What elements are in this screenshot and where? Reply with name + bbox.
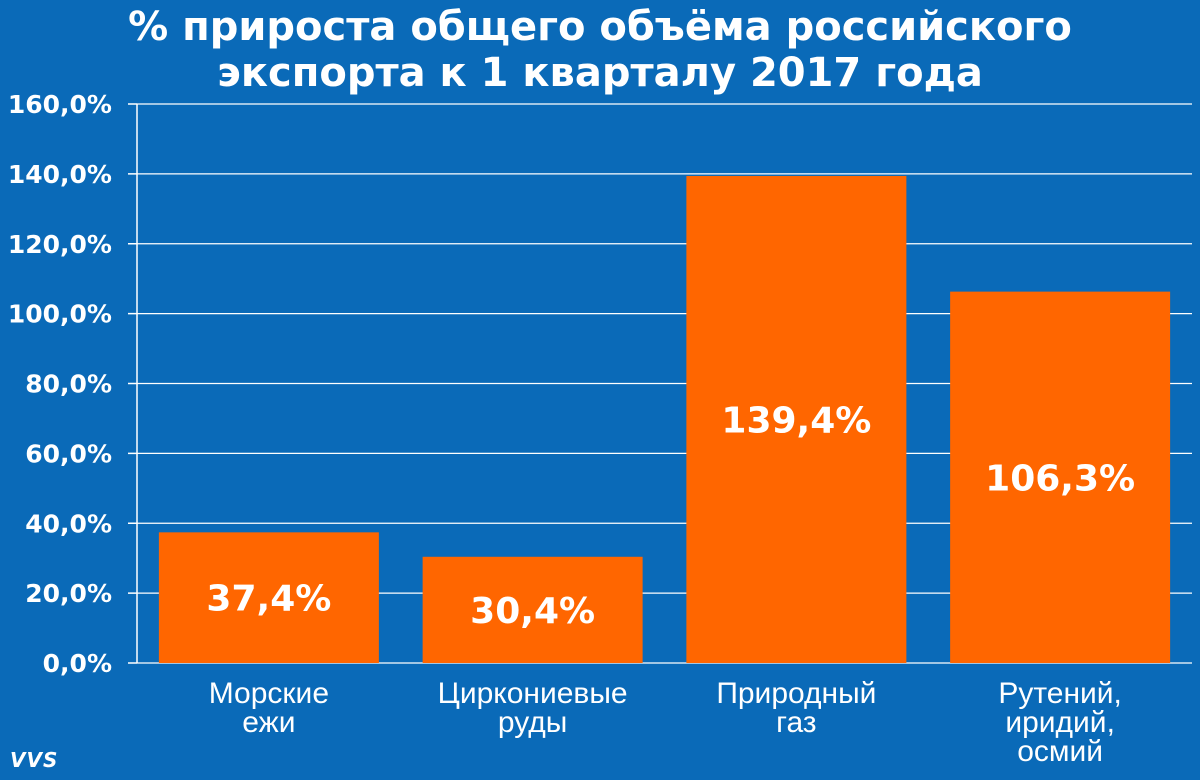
x-tick-label: ежи [242,706,295,739]
y-tick-label: 0,0% [43,649,112,678]
x-tick-label: Рутений, [998,677,1122,710]
y-tick-label: 80,0% [25,370,112,399]
x-tick-label: Природный [716,677,876,710]
x-tick-label: газ [776,706,816,739]
bar [686,175,907,663]
y-tick-label: 40,0% [25,509,112,538]
y-tick-label: 20,0% [25,579,112,608]
x-tick-label: руды [498,706,567,739]
x-tick-label: иридий, [1005,706,1115,739]
bar [158,532,379,663]
logo: VVS [10,748,59,772]
chart-title-line-2: экспорта к 1 кварталу 2017 года [217,50,983,96]
bar [950,291,1171,663]
data-label: 106,3% [985,458,1135,499]
y-tick-label: 140,0% [8,160,112,189]
chart-title: % прироста общего объёма российского экс… [0,4,1200,96]
bar [422,556,643,663]
data-label: 37,4% [206,579,331,620]
data-label: 30,4% [470,591,595,632]
chart-title-line-1: % прироста общего объёма российского [128,4,1072,50]
y-tick-label: 100,0% [8,300,112,329]
y-tick-label: 120,0% [8,230,112,259]
y-tick-label: 60,0% [25,439,112,468]
x-tick-label: Циркониевые [438,677,628,710]
data-label: 139,4% [721,400,871,441]
x-tick-label: Морские [209,677,329,710]
x-tick-label: осмий [1017,735,1103,768]
y-tick-label: 160,0% [8,90,112,119]
